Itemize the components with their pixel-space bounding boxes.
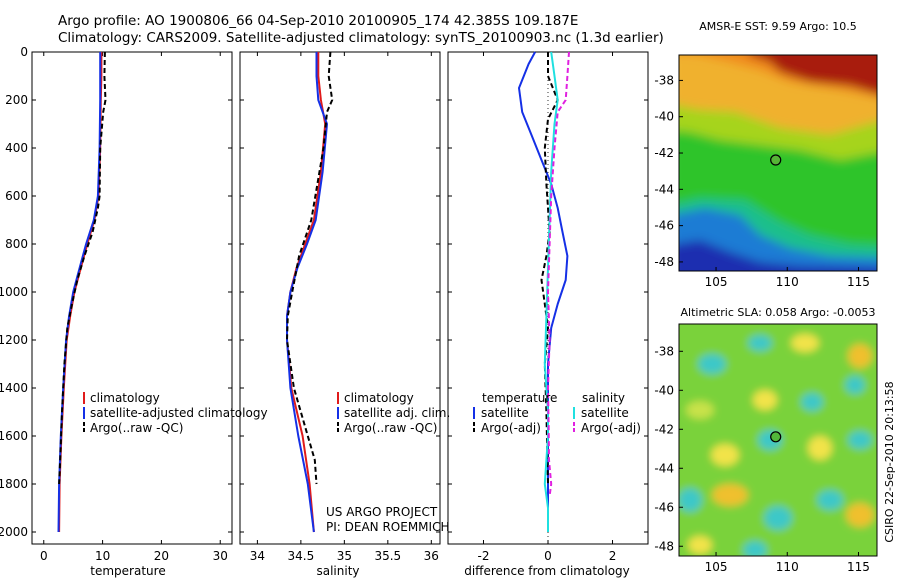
depth-tick-label: 0: [20, 45, 28, 59]
legend-label-argo-raw: Argo(..raw -QC): [90, 421, 183, 435]
x-tick-label: 34.5: [288, 549, 315, 563]
lat-tick-label: -48: [654, 255, 674, 269]
lon-tick-label: 110: [776, 560, 799, 574]
sla-argo-location-marker: [770, 431, 782, 443]
project-annotation: US ARGO PROJECT: [326, 505, 438, 519]
lon-tick-label: 105: [705, 275, 728, 289]
depth-tick-label: 800: [5, 237, 28, 251]
salinity-legend: climatology satellite adj. clim. Argo(..…: [337, 391, 450, 435]
lat-tick-label: -44: [654, 461, 674, 475]
difference-legend: temperature salinity satellite Argo(-adj…: [473, 391, 641, 435]
lat-tick-label: -46: [654, 219, 674, 233]
x-tick-label: 30: [213, 549, 228, 563]
series-line-salinity-argo-adj-: [547, 51, 570, 497]
lat-tick-label: -38: [654, 73, 674, 87]
difference-axis-label: difference from climatology: [464, 564, 630, 578]
legend-label-argo-raw: Argo(..raw -QC): [344, 421, 437, 435]
x-tick-label: -2: [477, 549, 489, 563]
x-tick-label: 2: [609, 549, 617, 563]
depth-tick-label: 2000: [0, 525, 28, 539]
x-tick-label: 0: [544, 549, 552, 563]
sst-map-axes: 105 110 115 -38 -40 -42 -44 -46 -48: [654, 73, 870, 289]
depth-tick-label: 1800: [0, 477, 28, 491]
profile-lines-layer: [57, 51, 570, 544]
temperature-panel-frame: [31, 51, 233, 545]
sla-map-axes: 105 110 115 -38 -40 -42 -44 -46 -48: [654, 344, 870, 574]
sla-map-title: Altimetric SLA: 0.058 Argo: -0.0053: [681, 306, 876, 319]
figure-title-line2: Climatology: CARS2009. Satellite-adjuste…: [58, 30, 664, 46]
lat-tick-label: -48: [654, 539, 674, 553]
lat-tick-label: -40: [654, 110, 674, 124]
salinity-axis-label: salinity: [316, 564, 359, 578]
series-line-argo-raw-qc-: [58, 51, 107, 485]
depth-tick-label: 600: [5, 189, 28, 203]
depth-tick-label: 1000: [0, 285, 28, 299]
legend-label-sal-argo: Argo(-adj): [581, 421, 641, 435]
figure-title-line1: Argo profile: AO 1900806_66 04-Sep-2010 …: [58, 13, 578, 29]
depth-tick-label: 1200: [0, 333, 28, 347]
x-tick-label: 10: [95, 549, 110, 563]
legend-label-satellite-adjusted: satellite-adjusted climatology: [90, 406, 268, 420]
series-line-salinity-satellite: [543, 51, 559, 532]
x-tick-label: 35.5: [374, 549, 401, 563]
pi-annotation: PI: DEAN ROEMMICH: [326, 520, 449, 534]
depth-tick-label: 200: [5, 93, 28, 107]
lat-tick-label: -42: [654, 146, 674, 160]
x-tick-label: 0: [40, 549, 48, 563]
lat-tick-label: -44: [654, 182, 674, 196]
lat-tick-label: -42: [654, 422, 674, 436]
legend-label-climatology: climatology: [344, 391, 414, 405]
x-tick-label: 36: [424, 549, 439, 563]
csiro-timestamp-label: CSIRO 22-Sep-2010 20:13:58: [883, 381, 896, 542]
lon-tick-label: 115: [847, 275, 870, 289]
legend-header-salinity: salinity: [582, 391, 625, 405]
lat-tick-label: -40: [654, 383, 674, 397]
series-line-argo-raw-qc-: [286, 51, 334, 485]
depth-tick-label: 1600: [0, 429, 28, 443]
temperature-axis-label: temperature: [90, 564, 165, 578]
sla-map-frame: [678, 323, 878, 557]
x-tick-label: 35: [337, 549, 352, 563]
temperature-legend: climatology satellite-adjusted climatolo…: [83, 391, 268, 435]
sst-map-frame: [678, 54, 878, 272]
lon-tick-label: 115: [847, 560, 870, 574]
legend-label-satellite-adj: satellite adj. clim.: [344, 406, 450, 420]
lat-tick-label: -46: [654, 500, 674, 514]
legend-label-temp-satellite: satellite: [481, 406, 529, 420]
sst-map-title: AMSR-E SST: 9.59 Argo: 10.5: [699, 20, 857, 33]
legend-label-sal-satellite: satellite: [581, 406, 629, 420]
sst-map-field: [679, 55, 877, 271]
lat-tick-label: -38: [654, 344, 674, 358]
depth-tick-label: 400: [5, 141, 28, 155]
x-tick-label: 34: [250, 549, 265, 563]
lon-tick-label: 105: [705, 560, 728, 574]
sst-argo-location-marker: [770, 154, 782, 166]
legend-header-temperature: temperature: [482, 391, 557, 405]
salinity-panel-frame: [239, 51, 441, 545]
legend-label-temp-argo: Argo(-adj): [481, 421, 541, 435]
legend-label-climatology: climatology: [90, 391, 160, 405]
lon-tick-label: 110: [776, 275, 799, 289]
x-tick-label: 20: [154, 549, 169, 563]
depth-tick-label: 1400: [0, 381, 28, 395]
